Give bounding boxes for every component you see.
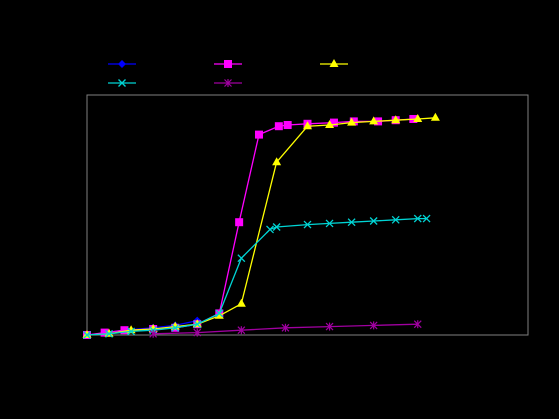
series-2-point-11 — [283, 121, 292, 129]
series-4-point-10-stroke-b — [272, 223, 281, 231]
series-4-point-12-stroke-b — [325, 219, 334, 228]
legend-item-5-marker — [224, 79, 232, 87]
series-4-point-1-stroke-b — [83, 331, 91, 339]
series-3-point-12 — [347, 117, 357, 126]
series-4-point-15-stroke-b — [391, 215, 400, 224]
series-5-point-1 — [149, 329, 158, 338]
series-4-point-16 — [413, 214, 422, 223]
series-3-point-1 — [82, 330, 92, 338]
legend-item-4-marker-stroke-b — [118, 79, 126, 87]
series-4-point-5-stroke-b — [171, 323, 180, 332]
series-4-point-16-stroke-b — [413, 214, 422, 223]
plot-area-frame — [86, 94, 529, 336]
series-4-point-2 — [105, 329, 114, 338]
series-4 — [83, 214, 431, 339]
series-4-point-6-stroke-b — [193, 320, 202, 329]
series-4-point-12 — [325, 219, 334, 228]
series-5-point-3 — [237, 326, 246, 335]
series-3-point-13 — [369, 116, 379, 125]
series-3-point-11 — [325, 120, 335, 128]
series-4-point-5 — [171, 323, 180, 332]
series-2-point-14 — [349, 117, 358, 126]
series-4-point-17-stroke-b — [422, 214, 431, 223]
legend-item-4 — [108, 79, 136, 87]
legend-item-3-marker — [329, 59, 339, 67]
series-4-point-14 — [369, 217, 378, 225]
series-3-point-2 — [104, 328, 114, 337]
series-4-point-8-stroke-b — [237, 254, 246, 263]
series-5 — [149, 320, 422, 338]
series-4-point-1 — [83, 331, 91, 339]
series-4-point-17 — [422, 214, 431, 223]
series-2-point-2 — [100, 328, 109, 337]
series-3-line — [86, 117, 436, 336]
series-2-point-3 — [120, 326, 129, 335]
series-layer — [82, 112, 440, 339]
series-4-point-8 — [237, 254, 246, 263]
legend — [108, 59, 348, 87]
series-4-point-13 — [347, 218, 356, 227]
series-5-point-6 — [369, 321, 378, 330]
series-2-point-9 — [254, 130, 263, 139]
series-2-point-13 — [329, 118, 338, 127]
legend-item-5 — [214, 79, 242, 87]
series-3-point-10 — [303, 121, 312, 130]
series-4-point-7 — [215, 309, 224, 318]
series-4-point-3-stroke-b — [127, 327, 136, 336]
series-4-point-3 — [127, 327, 136, 336]
legend-item-1-marker — [118, 60, 126, 68]
legend-item-1 — [108, 60, 136, 68]
legend-item-2-marker — [224, 60, 232, 68]
series-2-point-10 — [274, 122, 283, 131]
series-4-point-13-stroke-b — [347, 218, 356, 227]
series-3-point-9 — [272, 157, 282, 166]
series-4-point-7-stroke-b — [215, 309, 224, 318]
series-4-point-6 — [193, 320, 202, 329]
series-4-point-11-stroke-b — [303, 220, 312, 229]
series-3-point-16 — [430, 112, 440, 121]
series-5-point-7 — [413, 320, 422, 329]
series-3-point-7 — [214, 310, 224, 319]
series-5-point-5 — [325, 322, 334, 331]
series-4-point-9-stroke-b — [266, 225, 274, 234]
series-3-point-14 — [391, 115, 401, 124]
series-4-point-2-stroke-b — [105, 329, 114, 338]
series-4-point-10 — [272, 223, 281, 231]
legend-item-2 — [214, 60, 242, 68]
legend-item-3 — [320, 59, 348, 67]
series-4-point-15 — [391, 215, 400, 224]
series-4-point-9 — [266, 225, 274, 234]
series-4-point-11 — [303, 220, 312, 229]
series-2-point-8 — [235, 218, 244, 227]
series-4-point-14-stroke-b — [369, 217, 378, 225]
series-3-point-8 — [236, 298, 246, 307]
series-5-point-4 — [281, 323, 290, 332]
series-5-point-2 — [193, 328, 202, 337]
series-3-point-15 — [413, 114, 423, 122]
legend-item-4-marker — [118, 79, 126, 87]
